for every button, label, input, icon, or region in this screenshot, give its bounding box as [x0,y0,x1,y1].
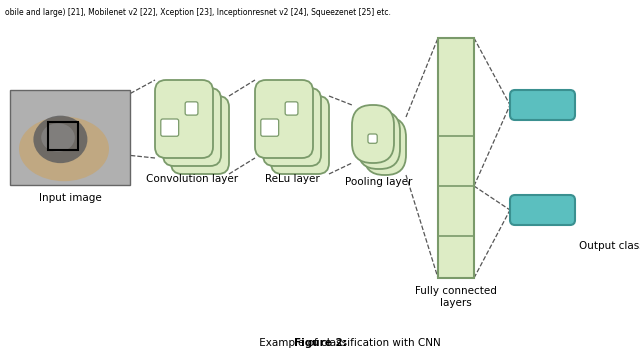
FancyBboxPatch shape [185,102,198,115]
Text: Fully connected
layers: Fully connected layers [415,286,497,307]
FancyBboxPatch shape [285,102,298,115]
Bar [10,90,130,185]
Text: Example of classification with CNN: Example of classification with CNN [255,338,440,348]
Ellipse shape [41,123,75,152]
Bar [10,90,130,185]
Text: Pooling layer: Pooling layer [346,177,413,187]
FancyBboxPatch shape [510,90,575,120]
Text: Figure 2:: Figure 2: [294,338,346,348]
FancyBboxPatch shape [163,88,221,166]
Bar [48,122,78,150]
FancyBboxPatch shape [161,119,179,136]
Text: ReLu layer: ReLu layer [264,174,319,184]
FancyBboxPatch shape [358,111,400,169]
Text: Convolution layer: Convolution layer [146,174,238,184]
Text: Input image: Input image [38,193,101,203]
FancyBboxPatch shape [352,105,394,163]
FancyBboxPatch shape [171,96,229,174]
FancyBboxPatch shape [155,80,213,158]
FancyBboxPatch shape [368,134,377,143]
Text: Output classes: Output classes [579,241,640,251]
Bar [438,38,474,278]
FancyBboxPatch shape [261,119,278,136]
FancyBboxPatch shape [271,96,329,174]
FancyBboxPatch shape [510,195,575,225]
FancyBboxPatch shape [364,117,406,175]
Text: Normal: Normal [522,205,563,215]
Text: obile and large) [21], Mobilenet v2 [22], Xception [23], Inceptionresnet v2 [24]: obile and large) [21], Mobilenet v2 [22]… [5,8,391,17]
FancyBboxPatch shape [255,80,313,158]
FancyBboxPatch shape [263,88,321,166]
Ellipse shape [19,117,109,181]
Ellipse shape [33,116,88,163]
Text: Pothole: Pothole [522,100,563,110]
